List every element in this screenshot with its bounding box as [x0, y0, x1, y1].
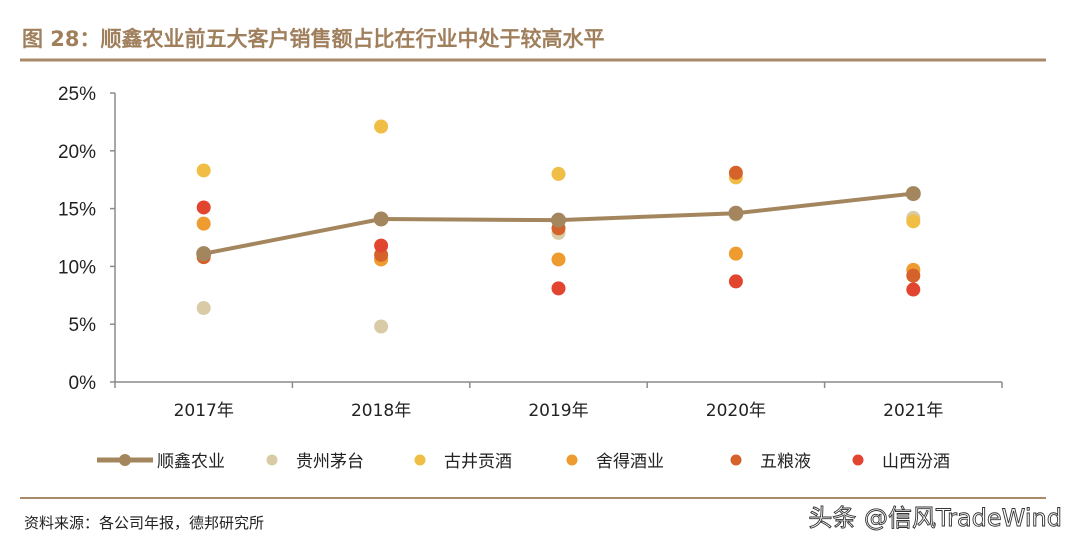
data-point-3	[196, 216, 211, 231]
data-point-3	[728, 246, 743, 261]
axes: 0% 5% 10% 15% 20% 25% 2017年 2018年 2019年 2020年 2021…	[58, 84, 1003, 421]
y-tick-label: 20%	[58, 142, 96, 163]
data-point-5	[728, 274, 743, 289]
legend-label: 古井贡酒	[444, 452, 512, 472]
y-tick-label: 15%	[58, 200, 96, 221]
data-point-2	[196, 163, 211, 178]
legend-label: 贵州茅台	[296, 452, 364, 472]
legend-label: 顺鑫农业	[157, 452, 225, 472]
legend-marker-swatch	[119, 454, 131, 466]
legend-marker-swatch	[566, 454, 578, 466]
line-marker-0	[373, 211, 389, 227]
data-point-2	[906, 214, 921, 229]
legend: 顺鑫农业 贵州茅台 古井贡酒 舍得酒业 五粮液 山西汾酒	[97, 452, 950, 472]
line-marker-0	[551, 212, 566, 228]
watermark: 头条 @信风TradeWind	[808, 504, 1062, 532]
y-tick-label: 25%	[58, 84, 96, 105]
source-note: 资料来源：各公司年报，德邦研究所	[24, 514, 264, 532]
legend-marker-swatch	[266, 454, 278, 466]
data-point-2	[551, 166, 566, 181]
data-point-5	[196, 200, 211, 215]
legend-label: 舍得酒业	[596, 452, 664, 472]
data-point-5	[551, 281, 566, 296]
y-tick-label: 0%	[69, 373, 97, 394]
data-point-1	[196, 301, 211, 316]
x-tick-label: 2017年	[174, 401, 234, 421]
plot-area	[196, 119, 921, 334]
data-point-5	[374, 238, 389, 253]
data-point-1	[374, 319, 389, 334]
data-point-3	[551, 252, 566, 267]
x-tick-label: 2021年	[883, 401, 943, 421]
legend-label: 五粮液	[760, 452, 811, 472]
line-marker-0	[905, 186, 921, 202]
line-marker-0	[196, 246, 212, 262]
legend-label: 山西汾酒	[882, 452, 950, 472]
x-tick-label: 2019年	[528, 401, 588, 421]
legend-marker-swatch	[730, 454, 742, 466]
data-point-4	[728, 165, 743, 180]
line-marker-0	[728, 205, 744, 221]
legend-marker-swatch	[414, 454, 426, 466]
legend-marker-swatch	[852, 454, 864, 466]
x-tick-label: 2020年	[706, 401, 766, 421]
data-point-2	[374, 119, 389, 134]
y-tick-label: 10%	[58, 257, 96, 278]
data-point-4	[906, 268, 921, 283]
chart-title: 图 28：顺鑫农业前五大客户销售额占比在行业中处于较高水平	[22, 27, 605, 51]
y-tick-label: 5%	[69, 315, 97, 336]
data-point-5	[906, 282, 921, 297]
x-tick-label: 2018年	[351, 401, 411, 421]
